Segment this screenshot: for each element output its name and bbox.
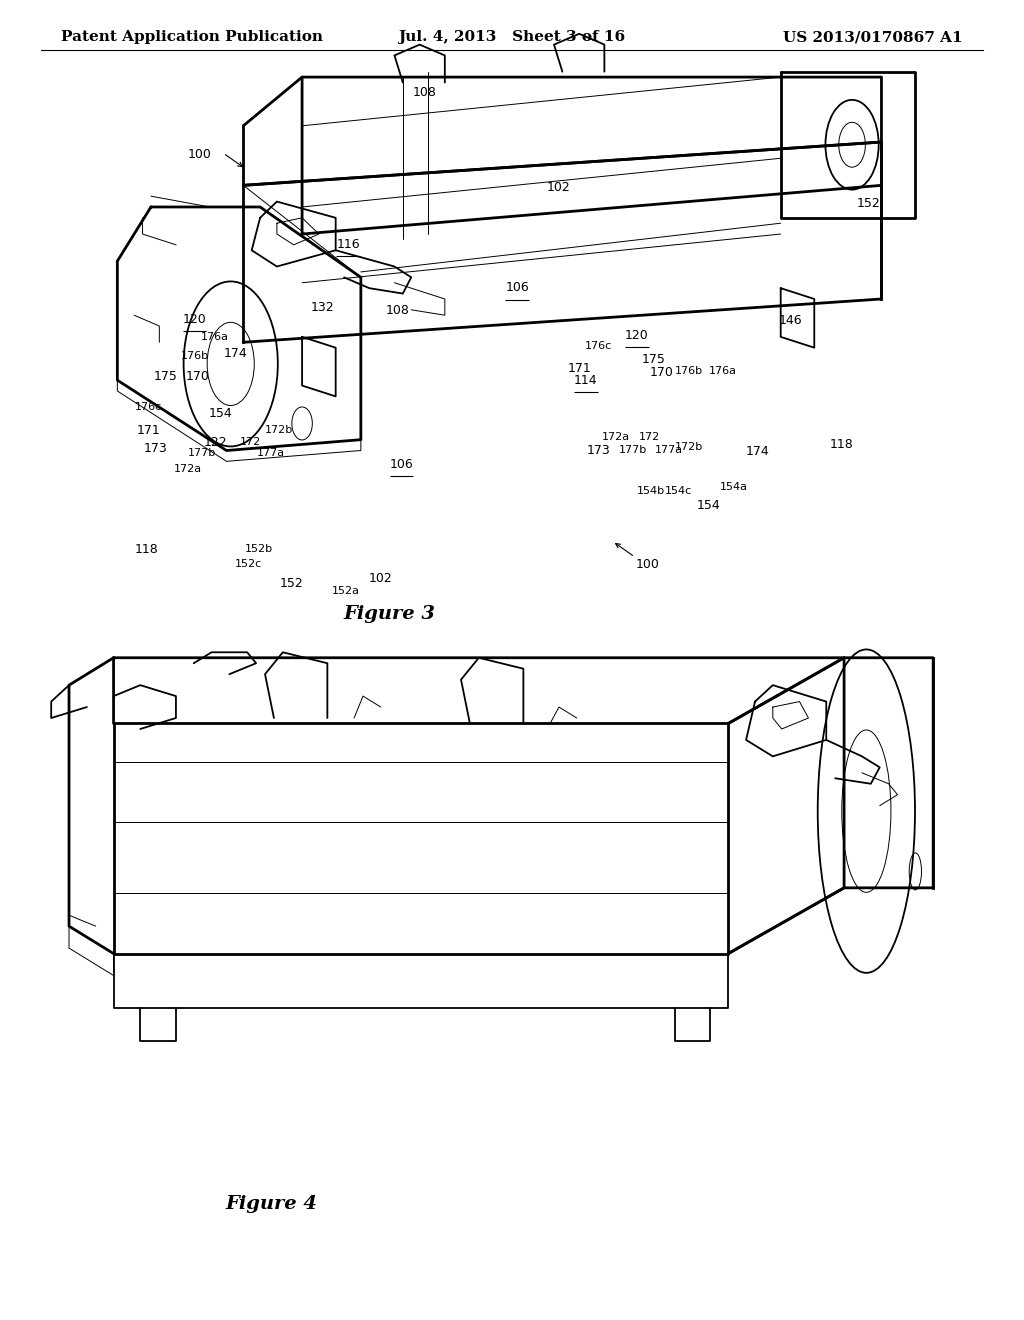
Text: 174: 174 (745, 445, 770, 458)
Text: 152: 152 (280, 577, 304, 590)
Text: 172b: 172b (264, 425, 293, 436)
Text: 172: 172 (639, 432, 659, 442)
Text: 175: 175 (154, 370, 178, 383)
Text: 132: 132 (310, 301, 335, 314)
Text: US 2013/0170867 A1: US 2013/0170867 A1 (783, 30, 963, 45)
Text: 175: 175 (641, 352, 666, 366)
Text: 146: 146 (778, 314, 803, 327)
Text: 177a: 177a (654, 445, 683, 455)
Text: 173: 173 (143, 442, 168, 455)
Text: 172b: 172b (675, 442, 703, 453)
Text: Figure 3: Figure 3 (343, 605, 435, 623)
Text: 172: 172 (241, 437, 261, 447)
Text: 176c: 176c (135, 401, 162, 412)
Text: 170: 170 (649, 366, 674, 379)
Text: Figure 4: Figure 4 (225, 1195, 317, 1213)
Text: 108: 108 (385, 304, 410, 317)
Text: 116: 116 (336, 238, 360, 251)
Text: 171: 171 (567, 362, 592, 375)
Text: 152b: 152b (245, 544, 273, 554)
Text: 170: 170 (185, 370, 210, 383)
Text: 114: 114 (573, 374, 598, 387)
Text: 152: 152 (856, 197, 881, 210)
Text: 177b: 177b (187, 447, 216, 458)
Text: 118: 118 (829, 438, 854, 451)
Text: 176c: 176c (585, 341, 611, 351)
Text: 154a: 154a (720, 482, 749, 492)
Text: 177a: 177a (257, 447, 286, 458)
Text: 102: 102 (369, 572, 393, 585)
Text: 176b: 176b (675, 366, 703, 376)
Text: 172a: 172a (601, 432, 630, 442)
Text: 106: 106 (389, 458, 414, 471)
Text: 154: 154 (208, 407, 232, 420)
Text: 122: 122 (203, 436, 227, 449)
Text: 106: 106 (505, 281, 529, 294)
Text: 172a: 172a (173, 463, 202, 474)
Text: 120: 120 (182, 313, 207, 326)
Text: 154: 154 (696, 499, 721, 512)
Text: 152a: 152a (332, 586, 360, 597)
Text: 100: 100 (635, 558, 659, 572)
Text: 177b: 177b (618, 445, 647, 455)
Text: 176a: 176a (201, 331, 229, 342)
Text: 152c: 152c (236, 558, 262, 569)
Text: 118: 118 (134, 543, 159, 556)
Text: 171: 171 (136, 424, 161, 437)
Text: Patent Application Publication: Patent Application Publication (61, 30, 324, 45)
Text: Jul. 4, 2013   Sheet 3 of 16: Jul. 4, 2013 Sheet 3 of 16 (398, 30, 626, 45)
Text: 173: 173 (587, 444, 611, 457)
Text: 174: 174 (223, 347, 248, 360)
Text: 154b: 154b (637, 486, 666, 496)
Text: 120: 120 (625, 329, 649, 342)
Text: 154c: 154c (666, 486, 692, 496)
Text: 176b: 176b (180, 351, 209, 362)
Text: 108: 108 (413, 86, 437, 99)
Text: 176a: 176a (709, 366, 737, 376)
Text: 102: 102 (546, 181, 570, 194)
Text: 100: 100 (187, 148, 212, 161)
